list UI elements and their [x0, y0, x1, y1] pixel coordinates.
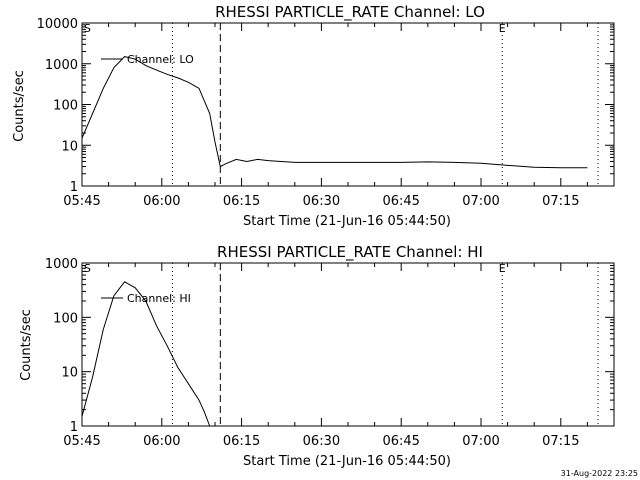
hi-channel-panel: RHESSI PARTICLE_RATE Channel: HI Counts/… — [19, 243, 615, 469]
x-tick-label: 07:00 — [462, 194, 499, 209]
plot-frame-lo — [81, 22, 615, 187]
x-tick-label: 06:15 — [223, 194, 260, 209]
lo-channel-panel: RHESSI PARTICLE_RATE Channel: LO Counts/… — [12, 3, 615, 229]
x-tick-label: 07:15 — [542, 194, 579, 209]
x-tick-label: 06:30 — [303, 194, 340, 209]
y-tick-label: 1 — [70, 420, 78, 435]
series-hi — [81, 281, 211, 427]
legend-lo: Channel: LO — [101, 53, 194, 66]
x-tick-label: 06:00 — [143, 194, 180, 209]
x-ticks-hi: 05:45 06:00 06:15 06:30 06:45 07:00 07:15 — [63, 263, 615, 449]
x-tick-label: 06:00 — [143, 434, 180, 449]
legend-label-hi: Channel: HI — [127, 292, 191, 305]
x-axis-label-lo: Start Time (21-Jun-16 05:44:50) — [243, 214, 451, 229]
chart-title-hi: RHESSI PARTICLE_RATE Channel: HI — [217, 243, 483, 262]
y-tick-label: 1000 — [45, 58, 78, 73]
y-axis-label-lo: Counts/sec — [12, 70, 27, 142]
y-tick-label: 10 — [61, 366, 78, 381]
x-tick-label: 06:45 — [382, 194, 419, 209]
x-tick-label: 06:45 — [382, 434, 419, 449]
plot-frame-hi — [81, 262, 615, 427]
footer-timestamp: 31-Aug-2022 23:25 — [561, 469, 638, 478]
y-ticks-lo: 1 10 100 1000 10000 — [37, 17, 614, 195]
x-tick-label: 05:45 — [63, 434, 100, 449]
y-axis-label-hi: Counts/sec — [19, 309, 34, 381]
legend-label-lo: Channel: LO — [127, 53, 194, 66]
marker-label: S — [84, 22, 91, 35]
x-tick-label: 07:00 — [462, 434, 499, 449]
y-tick-label: 1 — [70, 180, 78, 195]
y-tick-label: 100 — [53, 311, 78, 326]
series-line-hi — [81, 281, 211, 427]
x-tick-label: 06:30 — [303, 434, 340, 449]
marker-label: E — [499, 22, 506, 35]
y-tick-label: 100 — [53, 99, 78, 114]
x-tick-label: 05:45 — [63, 194, 100, 209]
chart-title-lo: RHESSI PARTICLE_RATE Channel: LO — [215, 3, 485, 22]
series-line-lo — [81, 56, 588, 169]
marker-label: S — [84, 262, 91, 275]
y-tick-label: 10000 — [37, 17, 78, 32]
y-tick-label: 10 — [61, 139, 78, 154]
marker-label: E — [499, 262, 506, 275]
y-ticks-hi: 1 10 100 1000 — [45, 257, 614, 435]
legend-hi: Channel: HI — [101, 292, 191, 305]
y-tick-label: 1000 — [45, 257, 78, 272]
series-lo — [81, 56, 588, 169]
x-tick-label: 06:15 — [223, 434, 260, 449]
x-axis-label-hi: Start Time (21-Jun-16 05:44:50) — [243, 454, 451, 469]
x-tick-label: 07:15 — [542, 434, 579, 449]
x-ticks-lo: 05:45 06:00 06:15 06:30 06:45 07:00 07:15 — [63, 23, 615, 209]
